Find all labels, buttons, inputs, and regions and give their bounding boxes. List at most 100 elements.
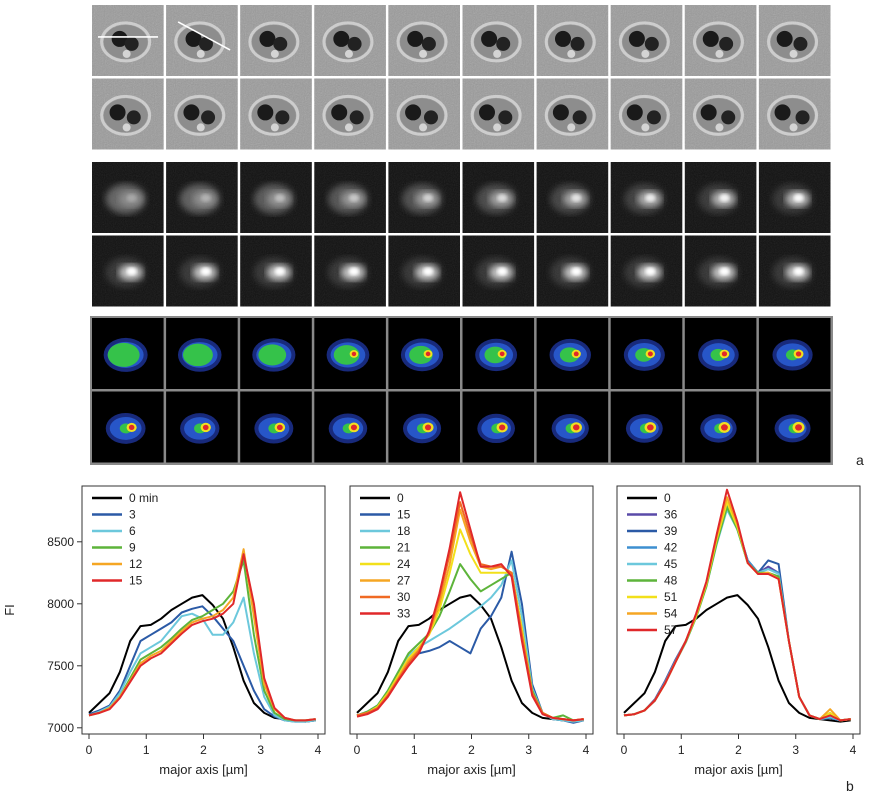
series-line — [356, 508, 584, 722]
pseudocolor-frame — [240, 318, 312, 389]
y-tick-label: 7500 — [47, 659, 74, 673]
fluorescence-frame — [462, 162, 535, 233]
pseudocolor-frame — [610, 318, 683, 389]
y-tick-label: 7000 — [47, 721, 74, 735]
brightfield-frame — [166, 5, 238, 76]
fluorescence-frame — [684, 162, 757, 233]
fluorescence-frame — [758, 162, 831, 233]
plot-frame — [81, 485, 326, 735]
brightfield-frame — [92, 78, 164, 150]
legend-label: 9 — [129, 541, 136, 555]
legend-label: 3 — [129, 508, 136, 522]
pseudocolor-frame — [166, 318, 238, 389]
brightfield-frame — [462, 5, 535, 76]
pseudocolor-frame — [758, 391, 831, 463]
pseudocolor-frame — [462, 391, 535, 463]
series-line — [356, 491, 584, 722]
series-line — [623, 594, 851, 723]
x-tick-label: 4 — [583, 743, 590, 757]
brightfield-frame — [240, 5, 312, 76]
x-tick-label: 0 — [621, 743, 628, 757]
brightfield-frame — [684, 78, 757, 150]
x-tick-label: 1 — [143, 743, 150, 757]
pseudocolor-frame — [92, 391, 164, 463]
brightfield-frame — [314, 78, 386, 150]
series-line — [356, 559, 584, 723]
brightfield-frame — [536, 5, 609, 76]
brightfield-frame — [462, 78, 535, 150]
fluorescence-frame — [166, 162, 238, 233]
fluorescence-frame — [166, 235, 238, 307]
legend-label: 15 — [397, 508, 411, 522]
legend-label: 54 — [664, 607, 678, 621]
pseudocolor-frame — [240, 391, 312, 463]
pseudocolor-frame — [314, 318, 386, 389]
legend-label: 30 — [397, 590, 411, 604]
x-tick-label: 0 — [86, 743, 93, 757]
pseudocolor-image-group — [90, 316, 833, 465]
series-line — [623, 508, 851, 722]
series-line — [88, 559, 316, 722]
panel-label-a: a — [856, 452, 864, 468]
series-line — [356, 563, 584, 722]
x-axis-label: major axis [µm] — [694, 762, 782, 777]
brightfield-frame — [610, 78, 683, 150]
series-line — [623, 501, 851, 722]
x-tick-label: 4 — [850, 743, 857, 757]
legend-label: 51 — [664, 590, 678, 604]
brightfield-frame — [758, 78, 831, 150]
x-tick-label: 0 — [354, 743, 361, 757]
brightfield-frame — [610, 5, 683, 76]
legend-label: 57 — [664, 623, 678, 637]
legend-label: 48 — [664, 574, 678, 588]
fluorescence-frame — [610, 162, 683, 233]
series-line — [88, 553, 316, 722]
series-line — [623, 506, 851, 722]
chart-3: 0 1 2 3 4 major axis [µm] 0 36 39 42 45 48 51 54 57 — [616, 485, 861, 777]
legend-label: 0 min — [129, 491, 158, 505]
y-tick-label: 8000 — [47, 597, 74, 611]
y-axis-label: FI — [2, 604, 17, 616]
pseudocolor-frame — [388, 391, 460, 463]
brightfield-frame — [388, 5, 460, 76]
brightfield-frame — [166, 78, 238, 150]
pseudocolor-frame — [92, 318, 164, 389]
pseudocolor-frame — [166, 391, 238, 463]
fluorescence-frame — [536, 235, 609, 307]
brightfield-frame — [240, 78, 312, 150]
legend-label: 6 — [129, 524, 136, 538]
fluorescence-frame — [758, 235, 831, 307]
legend-label: 39 — [664, 524, 678, 538]
series-line — [623, 506, 851, 722]
legend-label: 36 — [664, 508, 678, 522]
series-line — [623, 488, 851, 722]
pseudocolor-frame — [684, 318, 757, 389]
panel-label-b: b — [846, 778, 854, 794]
legend-label: 27 — [397, 574, 411, 588]
microscopy-image-panel — [90, 3, 833, 465]
x-axis-label: major axis [µm] — [427, 762, 515, 777]
x-tick-label: 1 — [678, 743, 685, 757]
brightfield-image-group — [90, 3, 833, 152]
legend-label: 0 — [664, 491, 671, 505]
brightfield-frame — [684, 5, 757, 76]
y-tick-label: 8500 — [47, 535, 74, 549]
brightfield-frame — [92, 5, 164, 76]
fluorescence-frame — [240, 235, 312, 307]
series-line — [623, 506, 851, 722]
pseudocolor-frame — [684, 391, 757, 463]
legend-label: 0 — [397, 491, 404, 505]
legend-label: 42 — [664, 541, 678, 555]
series-line — [356, 594, 584, 723]
fluorescence-frame — [610, 235, 683, 307]
legend-label: 33 — [397, 607, 411, 621]
series-line — [88, 594, 316, 723]
fluorescence-frame — [240, 162, 312, 233]
x-tick-label: 3 — [525, 743, 532, 757]
legend-label: 12 — [129, 557, 143, 571]
fluorescence-frame — [684, 235, 757, 307]
x-tick-label: 3 — [792, 743, 799, 757]
brightfield-frame — [758, 5, 831, 76]
series-line — [623, 503, 851, 722]
